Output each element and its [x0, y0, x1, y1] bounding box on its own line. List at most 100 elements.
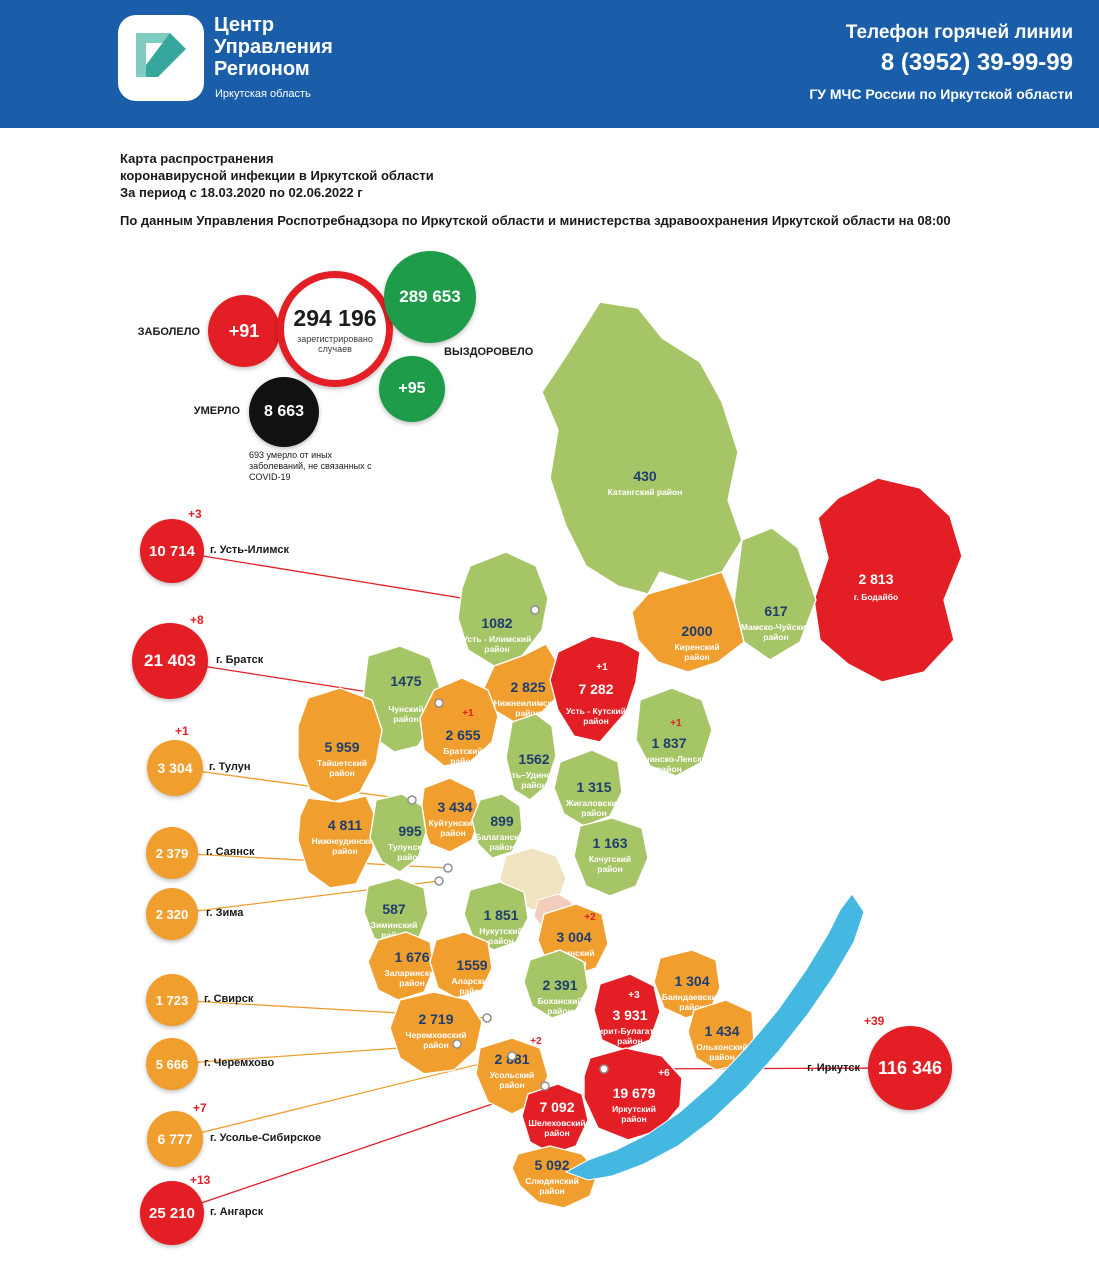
died-note: 693 умерло от иных заболеваний, не связа… [249, 450, 372, 482]
recovered-delta-value: +95 [398, 380, 426, 397]
region-shape [523, 949, 589, 1019]
logo-shape-light [136, 33, 170, 77]
region-value: 4 811 [328, 817, 362, 833]
city-callout-ust-ilimsk: +3 10 714 г. Усть-Илимск [140, 507, 289, 583]
logo-line: Регионом [214, 58, 310, 80]
region-name: Иркутский район [612, 1104, 656, 1124]
logo-shape-dark [146, 33, 186, 77]
died-label: УМЕРЛО [193, 405, 240, 417]
region-name: Качугский район [589, 854, 631, 874]
region-value: 2 825 [510, 679, 545, 695]
title-line: Карта распространения [120, 151, 274, 166]
region-shelekhovsky: +4 7 092 Шелеховский район [521, 1082, 589, 1155]
city-callout-irkutsk: +39 116 346 г. Иркутск [807, 1014, 952, 1110]
header-bar: Центр Управления Регионом Иркутская обла… [0, 0, 1099, 128]
delta-badge: +39 [864, 1014, 885, 1028]
city-callout-bratsk: +8 21 403 г. Братск [132, 613, 263, 699]
region-bodaibo: 2 813 г. Бодайбо [813, 477, 963, 683]
region-value: 587 [382, 901, 406, 917]
region-shape [297, 687, 383, 803]
region-value: 1 304 [674, 973, 709, 989]
region-name: Боханский район [537, 996, 582, 1016]
sick-delta-value: +91 [228, 320, 260, 341]
region-shape [429, 931, 493, 999]
region-name: Тайшетский район [317, 758, 367, 778]
region-mamsko-chuysky: 617 Мамско-Чуйский район [733, 527, 817, 661]
hotline-number: 8 (3952) 39-99-99 [880, 49, 1073, 76]
logo-subtitle: Иркутская область [215, 88, 311, 100]
city-dot [507, 1051, 517, 1061]
region-name: Усольский район [490, 1070, 535, 1090]
recovered-value: 289 653 [399, 287, 461, 306]
region-value: 1 676 [394, 949, 429, 965]
region-value: 3 004 [556, 929, 591, 945]
region-name: Нижнеудинский район [312, 836, 379, 856]
region-tulunsky: 995 Тулунский район [369, 793, 432, 873]
region-shape [511, 1145, 599, 1209]
registered-value: 294 196 [293, 304, 377, 331]
region-name: Мамско-Чуйский район [741, 622, 811, 642]
region-value: 5 092 [534, 1157, 569, 1173]
delta-badge: +13 [190, 1173, 211, 1187]
region-kirensky: 2000 Киренский район [631, 571, 745, 673]
region-irkutsky: +6 19 679 Иркутский район [583, 1047, 683, 1141]
case-count-circle: 6 777 [147, 1111, 203, 1167]
city-label: г. Тулун [209, 761, 251, 773]
logo-line: Центр [214, 14, 275, 36]
city-callout-tulun: +1 3 304 г. Тулун [147, 724, 250, 796]
city-callout-angarsk: +13 25 210 г. Ангарск [140, 1173, 263, 1245]
tsur-logo [118, 15, 204, 101]
lake-baikal [564, 893, 865, 1181]
region-zhigalovsky: 1 315 Жигаловский район [553, 749, 623, 827]
region-zalarinsky: 1 676 Заларинский район [367, 931, 440, 1001]
city-dot [599, 1064, 609, 1074]
region-delta: +1 [596, 662, 608, 673]
region-nukutsky: 1 851 Нукутский район [463, 881, 529, 951]
city-dot [434, 698, 444, 708]
title-line: За период с 18.03.2020 по 02.06.2022 г [120, 185, 363, 200]
hotline-label: Телефон горячей линии [845, 22, 1073, 43]
city-label: г. Иркутск [807, 1062, 860, 1074]
region-name: Жигаловский район [565, 798, 622, 818]
region-ust-udinsky: 1562 Усть–Удинский район [502, 713, 566, 801]
city-callout-cheremkhovo: 5 666 г. Черемхово [146, 1038, 274, 1090]
region-value: 3 434 [437, 799, 472, 815]
city-callout-zima: 2 320 г. Зима [146, 888, 243, 940]
region-shape [471, 793, 523, 859]
city-dot [530, 605, 540, 615]
logo-line: Управления [214, 36, 333, 58]
region-shape [631, 571, 745, 673]
case-count-circle: 2 379 [146, 827, 198, 879]
region-name: Нижнеилимский район [494, 698, 563, 718]
region-name: Эхирит-Булагатский район [587, 1026, 673, 1046]
region-ust-kutsky: +1 7 282 Усть - Кутский район [549, 635, 641, 743]
sick-label: ЗАБОЛЕЛО [137, 326, 200, 338]
region-value: 2000 [681, 623, 712, 639]
region-name: Усть - Илимский район [463, 634, 532, 654]
callout-line [174, 767, 413, 801]
region-value: 2 719 [418, 1011, 453, 1027]
tsur-logo-mark [136, 33, 186, 77]
region-delta: +2 [584, 912, 596, 923]
died-value: 8 663 [263, 403, 305, 420]
region-name: Черемховский район [406, 1030, 467, 1050]
recovered-circle: 289 653 [384, 251, 476, 343]
delta-badge: +1 [175, 724, 189, 738]
region-value: 1475 [390, 673, 421, 689]
region-value: 995 [398, 823, 422, 839]
region-shape [389, 991, 483, 1075]
region-name: Слюдянский район [525, 1176, 579, 1196]
region-value: 3 931 [612, 1007, 647, 1023]
region-name: Катангский район [608, 487, 683, 497]
region-value: 7 092 [539, 1099, 574, 1115]
region-shape [553, 749, 623, 827]
region-value: 1 851 [483, 907, 518, 923]
city-label: г. Свирск [204, 993, 254, 1005]
case-count-circle: 2 320 [146, 888, 198, 940]
region-delta: +4 [566, 1082, 578, 1093]
region-name: Казачинско-Ленский район [626, 754, 712, 774]
region-name: Шелеховский район [528, 1118, 585, 1138]
region-value: 899 [490, 813, 514, 829]
region-value: 1082 [481, 615, 512, 631]
